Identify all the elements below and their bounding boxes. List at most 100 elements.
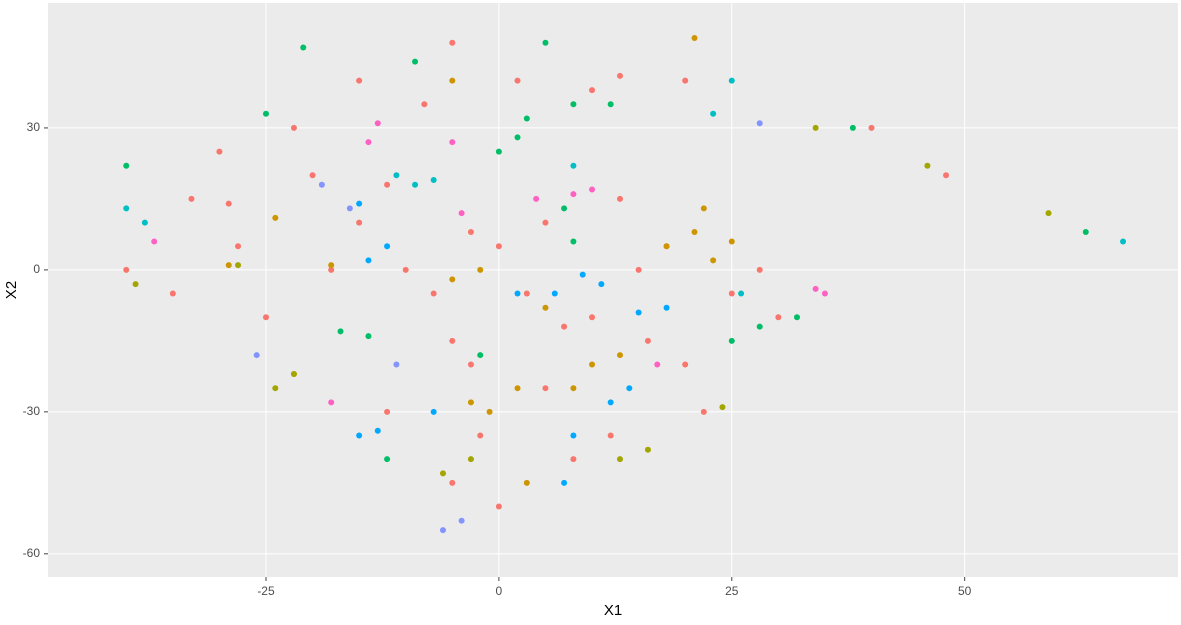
- point: [682, 361, 689, 368]
- point: [570, 191, 577, 198]
- point: [318, 181, 325, 188]
- point: [849, 124, 856, 131]
- point: [477, 352, 484, 359]
- point: [225, 200, 232, 207]
- point: [561, 479, 568, 486]
- y-tick-label: -60: [23, 546, 41, 560]
- point: [654, 361, 661, 368]
- point: [570, 432, 577, 439]
- point: [356, 200, 363, 207]
- point: [467, 456, 474, 463]
- point: [151, 238, 158, 245]
- point: [943, 172, 950, 179]
- point: [700, 408, 707, 415]
- point: [412, 181, 419, 188]
- point: [225, 262, 232, 269]
- plot-background: [48, 3, 1178, 577]
- point: [793, 314, 800, 321]
- point: [514, 77, 521, 84]
- point: [356, 219, 363, 226]
- point: [272, 214, 279, 221]
- point: [123, 162, 130, 169]
- point: [328, 399, 335, 406]
- point: [756, 120, 763, 127]
- point: [412, 58, 419, 65]
- point: [570, 456, 577, 463]
- point: [533, 195, 540, 202]
- point: [523, 290, 530, 297]
- point: [365, 139, 372, 146]
- point: [607, 101, 614, 108]
- point: [439, 527, 446, 534]
- point: [663, 304, 670, 311]
- point: [495, 503, 502, 510]
- point: [710, 110, 717, 117]
- point: [132, 281, 139, 288]
- point: [523, 479, 530, 486]
- point: [570, 101, 577, 108]
- x-axis-title: X1: [604, 602, 622, 619]
- point: [290, 124, 297, 131]
- point: [467, 361, 474, 368]
- point: [300, 44, 307, 51]
- point: [477, 432, 484, 439]
- point: [188, 195, 195, 202]
- x-tick-label: -25: [257, 584, 275, 598]
- point: [328, 266, 335, 273]
- point: [272, 385, 279, 392]
- point: [616, 352, 623, 359]
- y-tick-label: 0: [33, 262, 40, 276]
- point: [141, 219, 148, 226]
- point: [728, 238, 735, 245]
- point: [253, 352, 260, 359]
- point: [812, 124, 819, 131]
- point: [542, 219, 549, 226]
- point: [123, 266, 130, 273]
- point: [616, 195, 623, 202]
- point: [644, 446, 651, 453]
- point: [616, 456, 623, 463]
- point: [644, 337, 651, 344]
- point: [542, 39, 549, 46]
- point: [812, 285, 819, 292]
- point: [523, 115, 530, 122]
- point: [589, 186, 596, 193]
- point: [430, 408, 437, 415]
- point: [542, 385, 549, 392]
- point: [691, 229, 698, 236]
- point: [570, 238, 577, 245]
- point: [728, 337, 735, 344]
- point: [384, 456, 391, 463]
- point: [626, 385, 633, 392]
- point: [393, 172, 400, 179]
- point: [384, 181, 391, 188]
- point: [756, 323, 763, 330]
- point: [421, 101, 428, 108]
- point: [775, 314, 782, 321]
- point: [384, 408, 391, 415]
- point: [216, 148, 223, 155]
- point: [467, 399, 474, 406]
- point: [384, 243, 391, 250]
- point: [663, 243, 670, 250]
- point: [458, 517, 465, 524]
- point: [439, 470, 446, 477]
- point: [635, 309, 642, 316]
- point: [635, 266, 642, 273]
- point: [561, 323, 568, 330]
- point: [430, 290, 437, 297]
- point: [1120, 238, 1127, 245]
- x-tick-label: 0: [496, 584, 503, 598]
- point: [710, 257, 717, 264]
- x-tick-label: 25: [725, 584, 739, 598]
- point: [356, 77, 363, 84]
- point: [756, 266, 763, 273]
- point: [616, 72, 623, 79]
- point: [738, 290, 745, 297]
- point: [262, 110, 269, 117]
- point: [542, 304, 549, 311]
- point: [514, 290, 521, 297]
- point: [346, 205, 353, 212]
